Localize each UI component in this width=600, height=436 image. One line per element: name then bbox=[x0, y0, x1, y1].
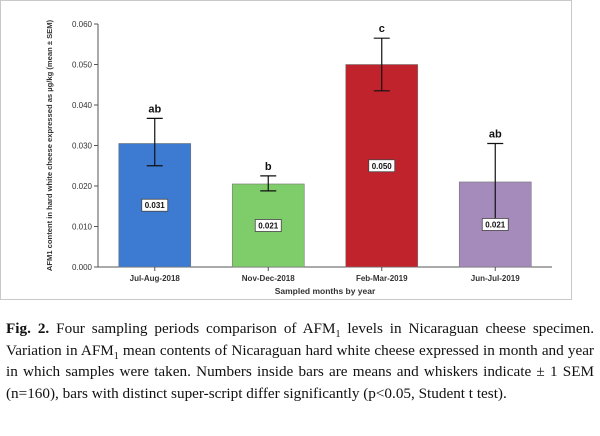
value-label-box bbox=[141, 198, 169, 212]
value-label-box bbox=[368, 159, 396, 173]
y-tick-label: 0.040 bbox=[72, 101, 93, 110]
value-label-box bbox=[481, 218, 509, 231]
y-tick-label: 0.000 bbox=[72, 263, 93, 272]
caption-label: Fig. 2. bbox=[6, 320, 50, 337]
significance-letter: c bbox=[379, 23, 385, 35]
significance-letter: b bbox=[265, 161, 272, 173]
caption-text-1: Four sampling periods comparison of AFM bbox=[56, 320, 336, 337]
y-tick-label: 0.020 bbox=[72, 182, 93, 191]
y-tick-label: 0.030 bbox=[72, 142, 93, 151]
x-tick-label: Nov-Dec-2018 bbox=[242, 274, 295, 283]
caption-subscript-2: 1 bbox=[113, 350, 119, 362]
y-tick-label: 0.050 bbox=[72, 61, 93, 70]
bar-chart: 0.000 0.010 0.020 0.030 0.040 0.050 0.060 Jul-A… bbox=[45, 19, 552, 296]
value-label: 0.021 bbox=[485, 220, 506, 229]
x-tick-label: Jun-Jul-2019 bbox=[471, 274, 520, 283]
value-label: 0.021 bbox=[258, 221, 279, 230]
caption-subscript-1: 1 bbox=[335, 329, 341, 341]
figure-caption: Fig. 2. Four sampling periods comparison… bbox=[6, 318, 594, 404]
y-tick-label: 0.060 bbox=[72, 20, 93, 29]
value-label: 0.050 bbox=[372, 162, 393, 171]
significance-letter: ab bbox=[489, 128, 502, 140]
x-axis-title: Sampled months by year bbox=[275, 286, 376, 296]
value-label-box bbox=[254, 219, 282, 232]
caption-text-3: mean contents of Nicaraguan hard white c… bbox=[6, 341, 594, 402]
y-axis-title: AFM1 content in hard white cheese expres… bbox=[45, 19, 54, 271]
caption-text-2: levels in Nicaraguan cheese specimen. Va… bbox=[6, 320, 595, 359]
x-tick-label: Feb-Mar-2019 bbox=[356, 274, 408, 283]
value-label: 0.031 bbox=[145, 201, 166, 210]
x-tick-label: Jul-Aug-2018 bbox=[130, 274, 181, 283]
y-tick-label: 0.010 bbox=[72, 223, 93, 232]
significance-letter: ab bbox=[148, 103, 161, 115]
